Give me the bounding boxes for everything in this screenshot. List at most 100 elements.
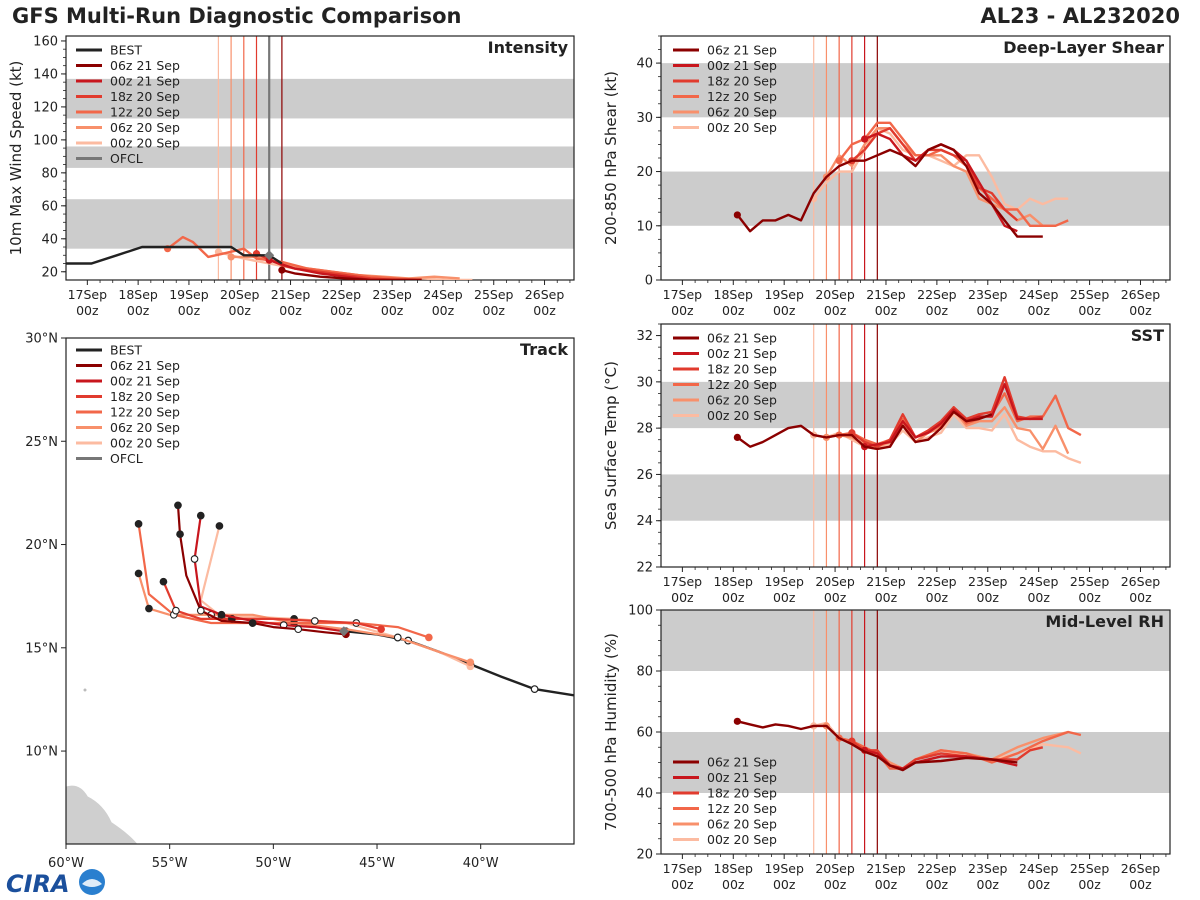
x-tick-label: 21Sep xyxy=(866,287,906,302)
y-tick-label: 80 xyxy=(636,665,653,680)
track-panel: 60°W 55°W 50°W 45°W 40°W 10°N 15°N 20°N 25°N 30°N… xyxy=(25,332,575,871)
x-tick-label: 25Sep xyxy=(474,287,514,302)
x-tick-label: 26Sep xyxy=(525,287,565,302)
y-tick-label: 140 xyxy=(33,67,58,82)
series-start-marker xyxy=(733,717,741,725)
x-tick-label: 20Sep xyxy=(815,287,855,302)
x-tick-label: 26Sep xyxy=(1121,574,1161,589)
y-tick-label: 40 xyxy=(41,232,58,247)
plot-frame xyxy=(660,323,1171,568)
series-start-marker xyxy=(835,157,843,165)
best-track-marker xyxy=(530,685,539,694)
cira-logo: CIRA xyxy=(6,869,105,898)
y-tick-label: 30 xyxy=(636,111,653,126)
y-tick-label: 32 xyxy=(636,329,653,344)
y-tick-label: 30°N xyxy=(25,332,58,347)
y-tick-label: 20 xyxy=(636,165,653,180)
series-group xyxy=(733,376,1082,465)
x-tick-label: 00z xyxy=(977,877,1000,892)
shaded-band xyxy=(661,171,1170,226)
x-tick-label: 00z xyxy=(279,303,302,318)
x-tick-label: 00z xyxy=(875,303,898,318)
series-line xyxy=(737,720,1018,772)
x-tick-label: 25Sep xyxy=(1070,861,1110,876)
x-tick-label: 00z xyxy=(824,877,847,892)
panel-title: Track xyxy=(520,340,568,359)
x-tick-label: 23Sep xyxy=(372,287,412,302)
series-line xyxy=(813,413,1082,465)
x-tick-label: 00z xyxy=(1027,590,1050,605)
x-tick-label: 19Sep xyxy=(764,574,804,589)
x-tick-label: 00z xyxy=(1078,590,1101,605)
shear-panel: 01020304017Sep00z18Sep00z19Sep00z20Sep00… xyxy=(602,35,1171,318)
panel-title: SST xyxy=(1131,326,1164,345)
shaded-band xyxy=(66,146,574,168)
legend-label: 06z 20 Sep xyxy=(110,120,180,135)
track-series-group xyxy=(134,501,574,697)
legend-label: BEST xyxy=(110,343,142,358)
track-start-marker xyxy=(377,625,385,634)
y-tick-label: 10°N xyxy=(25,745,58,760)
plot-frame xyxy=(65,337,575,845)
x-tick-label: 00z xyxy=(178,303,201,318)
legend-label: 06z 21 Sep xyxy=(707,331,777,346)
ofcl-marker xyxy=(338,626,349,637)
x-tick-label: 19Sep xyxy=(764,861,804,876)
x-tick-label: 19Sep xyxy=(764,287,804,302)
x-tick-label: 26Sep xyxy=(1121,287,1161,302)
x-tick-label: 00z xyxy=(1027,303,1050,318)
x-tick-label: 23Sep xyxy=(968,287,1008,302)
legend-label: 06z 21 Sep xyxy=(110,358,180,373)
x-tick-label: 00z xyxy=(76,303,99,318)
legend-label: 06z 21 Sep xyxy=(707,43,777,58)
series-group xyxy=(733,121,1069,238)
legend-label: 06z 20 Sep xyxy=(707,817,777,832)
x-tick-label: 00z xyxy=(977,303,1000,318)
y-tick-label: 20 xyxy=(41,265,58,280)
y-tick-label: 10 xyxy=(636,219,653,234)
x-tick-label: 22Sep xyxy=(917,287,957,302)
legend-label: 12z 20 Sep xyxy=(110,105,180,120)
x-tick-label: 18Sep xyxy=(714,861,754,876)
x-tick-label: 00z xyxy=(926,590,949,605)
shaded-band xyxy=(661,610,1170,671)
series-start-marker xyxy=(227,253,235,261)
track-day-marker xyxy=(393,633,402,642)
legend-label: BEST xyxy=(110,43,142,58)
x-tick-label: 00z xyxy=(824,590,847,605)
y-axis-label: 200-850 hPa Shear (kt) xyxy=(602,71,620,245)
y-tick-label: 22 xyxy=(636,561,653,576)
x-tick-label: 00z xyxy=(1129,877,1152,892)
x-tick-label: 26Sep xyxy=(1121,861,1161,876)
x-tick-label: 00z xyxy=(1129,303,1152,318)
x-tick-label: 00z xyxy=(432,303,455,318)
intensity-panel: 2040608010012014016017Sep00z18Sep00z19Se… xyxy=(7,34,575,318)
legend-label: 00z 20 Sep xyxy=(707,120,777,135)
x-tick-label: 25Sep xyxy=(1070,287,1110,302)
panel-title: Deep-Layer Shear xyxy=(1003,38,1164,57)
x-tick-label: 17Sep xyxy=(68,287,108,302)
y-tick-label: 40 xyxy=(636,787,653,802)
track-line xyxy=(199,525,471,668)
shaded-band xyxy=(661,381,1170,429)
legend-label: 00z 21 Sep xyxy=(110,74,180,89)
track-line xyxy=(193,515,344,633)
y-tick-label: 0 xyxy=(645,274,653,289)
plot-frame xyxy=(65,35,575,281)
legend-label: 12z 20 Sep xyxy=(110,405,180,420)
x-tick-label: 17Sep xyxy=(663,861,703,876)
y-axis-label: 700-500 hPa Humidity (%) xyxy=(602,633,620,831)
legend-label: 18z 20 Sep xyxy=(110,389,180,404)
x-tick-label: 00z xyxy=(671,590,694,605)
x-tick-label: 00z xyxy=(483,303,506,318)
x-tick-label: 00z xyxy=(773,877,796,892)
x-tick-label: 40°W xyxy=(463,856,499,871)
series-start-marker xyxy=(278,266,286,274)
page-title: GFS Multi-Run Diagnostic Comparison xyxy=(12,4,462,28)
island xyxy=(83,688,87,692)
x-tick-label: 24Sep xyxy=(1019,861,1059,876)
x-tick-label: 00z xyxy=(229,303,252,318)
y-tick-label: 25°N xyxy=(25,435,58,450)
legend-label: 00z 21 Sep xyxy=(707,58,777,73)
